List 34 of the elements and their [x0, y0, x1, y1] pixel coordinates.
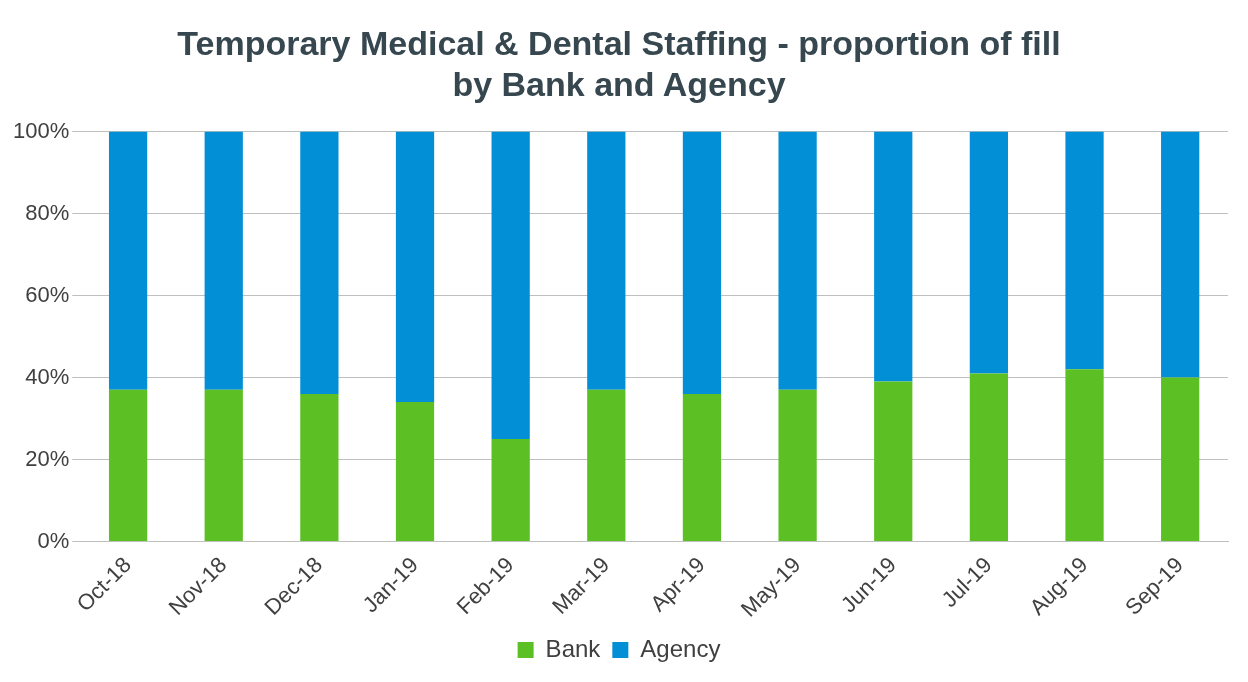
bar [300, 393, 339, 541]
y-tick-label: 40% [25, 363, 70, 389]
bar [874, 381, 913, 541]
bar [1161, 377, 1200, 541]
bar [1065, 131, 1104, 370]
bar [300, 131, 339, 394]
y-tick-label: 60% [25, 281, 70, 307]
bar [108, 389, 148, 541]
bar [395, 131, 435, 403]
bar [108, 131, 148, 390]
text: by Bank and Agency [452, 64, 786, 103]
bar [491, 131, 530, 439]
y-tick-label: 80% [25, 199, 70, 225]
y-tick-label: 100% [12, 117, 70, 143]
bar [1065, 369, 1104, 541]
y-tick-label: 20% [25, 445, 70, 471]
bar [778, 131, 817, 390]
text: Temporary Medical & Dental Staffing - proportion of fill [177, 23, 1061, 62]
bar [491, 439, 530, 541]
bar [969, 373, 1009, 541]
bar [682, 393, 722, 541]
bar [682, 131, 722, 394]
bar [587, 389, 626, 541]
bar [874, 131, 913, 382]
y-tick-label: 0% [37, 527, 70, 553]
legend-label: Bank [545, 634, 602, 662]
bar [204, 389, 243, 541]
bar [395, 402, 435, 541]
bar [204, 131, 243, 390]
bar [969, 131, 1009, 374]
bar [587, 131, 626, 390]
legend-label: Agency [640, 634, 721, 662]
bar [1161, 131, 1200, 378]
bar [778, 389, 817, 541]
